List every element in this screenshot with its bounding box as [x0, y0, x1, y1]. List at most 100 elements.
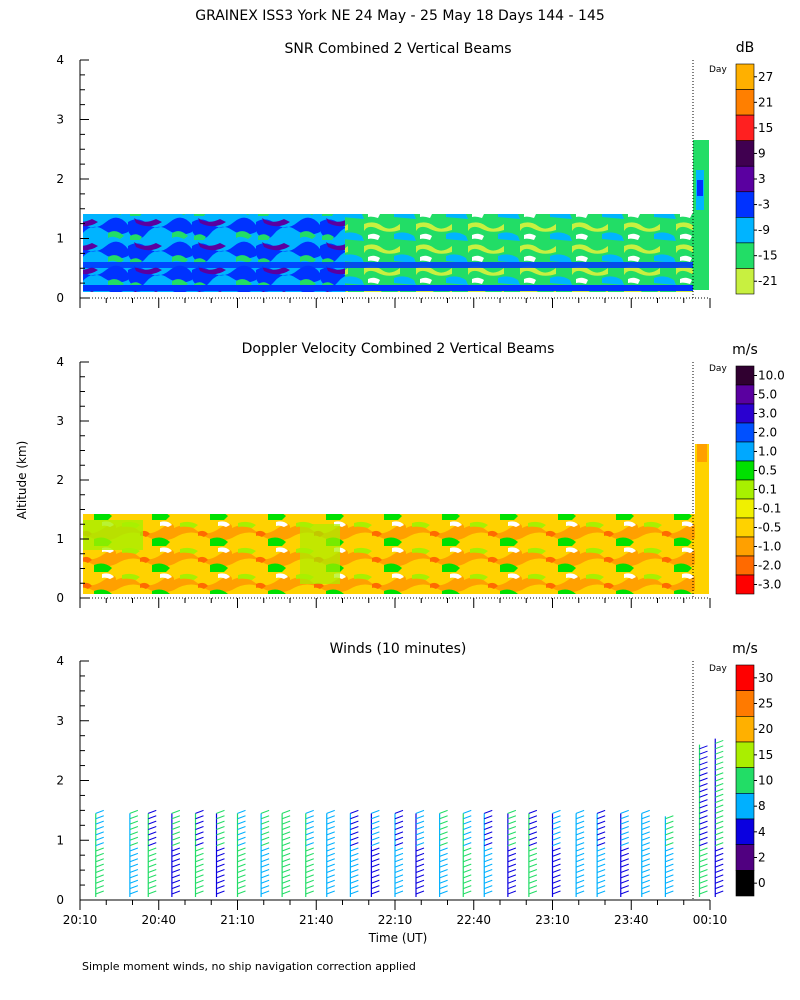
wind-barb	[484, 874, 493, 879]
wind-barb	[596, 809, 606, 814]
wind-barb	[281, 852, 291, 857]
x-tick-label: 23:40	[614, 913, 649, 927]
wind-barb	[552, 842, 561, 847]
wind-barb	[620, 863, 629, 868]
colorbar-label: 3	[758, 172, 766, 186]
wind-profile	[194, 809, 204, 898]
wind-barb	[641, 879, 650, 884]
y-tick-label: 1	[56, 532, 64, 546]
wind-barb	[281, 836, 291, 841]
wind-barb	[699, 836, 708, 841]
wind-barb	[528, 858, 538, 863]
wind-barb	[415, 890, 425, 895]
wind-barb	[216, 879, 225, 884]
wind-barb	[260, 831, 270, 836]
wind-barb	[439, 836, 448, 841]
wind-barb	[148, 879, 157, 884]
snr-field	[83, 140, 709, 292]
wind-barb	[507, 879, 517, 884]
wind-barb	[371, 836, 380, 841]
wind-barb	[129, 858, 139, 863]
wind-barb	[371, 826, 380, 830]
wind-barb	[129, 836, 139, 841]
wind-barb	[575, 820, 585, 825]
wind-barb	[237, 847, 246, 852]
wind-barb	[394, 858, 404, 863]
wind-barb	[699, 820, 708, 825]
wind-barb	[715, 772, 724, 777]
wind-barb	[484, 847, 493, 852]
winds-yaxis: 0 1 2 3 4	[56, 654, 89, 907]
wind-barb	[350, 842, 359, 847]
x-tick-label: 00:10	[693, 913, 728, 927]
wind-barb	[665, 858, 674, 863]
wind-barb	[596, 858, 606, 863]
wind-barb	[575, 858, 585, 863]
wind-barb	[575, 890, 585, 895]
wind-barb	[129, 863, 139, 868]
wind-barb	[596, 879, 606, 884]
wind-barb	[129, 852, 139, 857]
wind-barb	[305, 842, 314, 847]
wind-barb	[507, 809, 517, 814]
wind-barb	[699, 874, 708, 879]
wind-barb	[305, 885, 314, 890]
wind-barb	[129, 874, 139, 879]
wind-barb	[699, 815, 708, 820]
colorbar-swatch	[735, 741, 755, 768]
wind-barb	[237, 863, 246, 868]
wind-barb	[699, 783, 708, 787]
wind-profile	[260, 809, 270, 898]
wind-barb	[528, 890, 538, 895]
wind-barb	[575, 847, 585, 852]
wind-barb	[439, 826, 448, 830]
wind-barb	[552, 858, 561, 863]
wind-barb	[699, 756, 708, 761]
wind-barb	[171, 890, 181, 895]
wind-profile	[507, 809, 517, 898]
wind-barb	[350, 890, 359, 895]
wind-barb	[216, 869, 225, 873]
wind-barb	[699, 799, 708, 804]
wind-barb	[463, 831, 472, 836]
colorbar-label: 0.5	[758, 464, 777, 478]
colorbar-unit: dB	[736, 40, 755, 56]
wind-barb	[305, 890, 314, 895]
wind-barb	[260, 879, 270, 884]
wind-barb	[665, 831, 674, 836]
wind-barb	[484, 820, 493, 825]
wind-profile	[171, 809, 181, 898]
wind-barb	[216, 874, 225, 879]
wind-barb	[575, 874, 585, 879]
wind-barb	[171, 815, 181, 820]
wind-barb	[371, 809, 380, 814]
wind-barb	[528, 842, 538, 847]
wind-barb	[575, 879, 585, 884]
wind-barb	[620, 831, 629, 836]
wind-barb	[528, 869, 538, 873]
wind-barb	[305, 874, 314, 879]
wind-barb	[620, 847, 629, 852]
wind-barb	[596, 890, 606, 895]
wind-barb	[715, 842, 724, 847]
wind-barb	[216, 890, 225, 895]
wind-barb	[350, 831, 359, 836]
wind-barb	[237, 831, 246, 836]
colorbar-label: 4	[758, 825, 766, 839]
wind-barb	[463, 874, 472, 879]
wind-barb	[350, 858, 359, 863]
wind-barb	[507, 890, 517, 895]
colorbar-label: -15	[758, 249, 778, 263]
wind-barb	[216, 815, 225, 820]
wind-barb	[148, 890, 157, 895]
y-tick-label: 3	[56, 714, 64, 728]
wind-barb	[484, 831, 493, 836]
colorbar-swatch	[735, 114, 755, 141]
wind-barb	[641, 820, 650, 825]
wind-barb	[665, 847, 674, 852]
footnote: Simple moment winds, no ship navigation …	[82, 960, 416, 973]
y-tick-label: 3	[56, 414, 64, 428]
wind-barb	[216, 820, 225, 825]
wind-profile	[620, 809, 629, 898]
